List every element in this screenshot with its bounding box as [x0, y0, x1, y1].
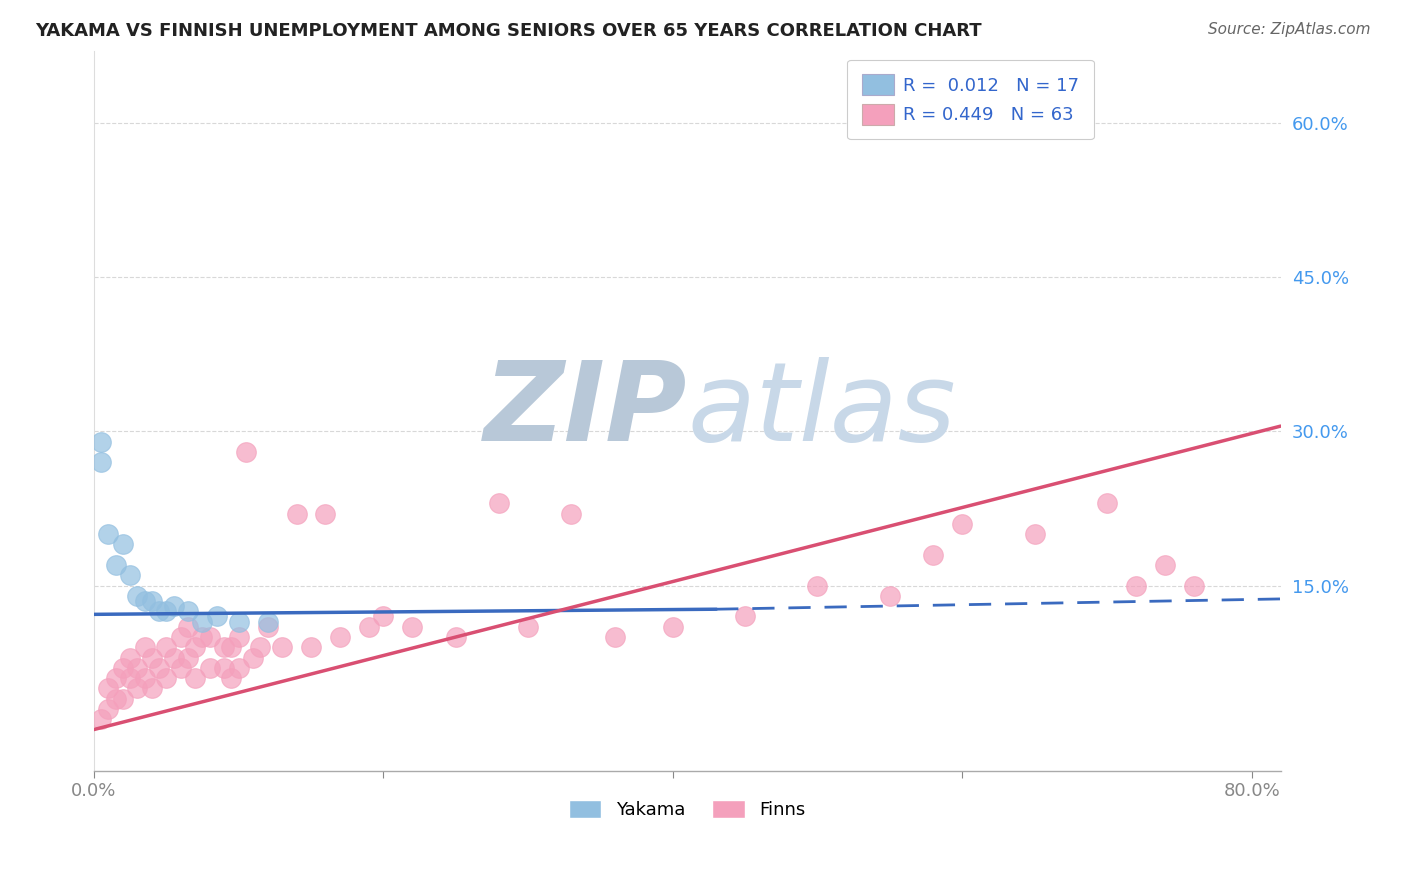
Point: [104, 558, 127, 572]
Point: [155, 640, 177, 655]
Point: [242, 650, 264, 665]
Text: atlas: atlas: [688, 357, 956, 464]
Point: [177, 620, 200, 634]
Point: [235, 445, 257, 459]
Point: [155, 604, 177, 618]
Point: [314, 507, 336, 521]
Point: [285, 507, 308, 521]
Point: [134, 594, 156, 608]
Point: [127, 589, 149, 603]
Point: [271, 640, 294, 655]
Point: [141, 594, 163, 608]
Point: [148, 604, 170, 618]
Point: [191, 630, 214, 644]
Point: [299, 640, 322, 655]
Point: [205, 609, 228, 624]
Point: [922, 548, 945, 562]
Point: [184, 671, 207, 685]
Point: [806, 578, 828, 592]
Point: [162, 599, 184, 614]
Point: [1182, 578, 1205, 592]
Point: [111, 691, 134, 706]
Point: [111, 661, 134, 675]
Point: [221, 671, 243, 685]
Text: YAKAMA VS FINNISH UNEMPLOYMENT AMONG SENIORS OVER 65 YEARS CORRELATION CHART: YAKAMA VS FINNISH UNEMPLOYMENT AMONG SEN…: [35, 22, 981, 40]
Point: [212, 661, 235, 675]
Point: [401, 620, 423, 634]
Point: [177, 604, 200, 618]
Point: [141, 650, 163, 665]
Point: [357, 620, 380, 634]
Point: [329, 630, 352, 644]
Point: [221, 640, 243, 655]
Point: [97, 681, 120, 696]
Point: [256, 615, 278, 629]
Point: [170, 630, 193, 644]
Point: [134, 671, 156, 685]
Point: [90, 455, 112, 469]
Point: [90, 712, 112, 726]
Point: [212, 640, 235, 655]
Point: [97, 527, 120, 541]
Point: [177, 650, 200, 665]
Point: [1095, 496, 1118, 510]
Point: [104, 671, 127, 685]
Point: [228, 661, 250, 675]
Point: [198, 661, 221, 675]
Point: [134, 640, 156, 655]
Point: [162, 650, 184, 665]
Point: [444, 630, 467, 644]
Point: [488, 496, 510, 510]
Point: [111, 537, 134, 551]
Point: [120, 568, 142, 582]
Point: [1024, 527, 1046, 541]
Point: [104, 691, 127, 706]
Point: [228, 630, 250, 644]
Point: [560, 507, 582, 521]
Point: [127, 661, 149, 675]
Point: [120, 671, 142, 685]
Point: [97, 702, 120, 716]
Point: [198, 630, 221, 644]
Point: [90, 434, 112, 449]
Point: [517, 620, 540, 634]
Point: [1153, 558, 1175, 572]
Point: [141, 681, 163, 696]
Point: [373, 609, 395, 624]
Point: [256, 620, 278, 634]
Point: [950, 516, 973, 531]
Point: [148, 661, 170, 675]
Text: ZIP: ZIP: [484, 357, 688, 464]
Point: [603, 630, 626, 644]
Text: Source: ZipAtlas.com: Source: ZipAtlas.com: [1208, 22, 1371, 37]
Point: [120, 650, 142, 665]
Point: [249, 640, 271, 655]
Point: [879, 589, 901, 603]
Point: [184, 640, 207, 655]
Point: [155, 671, 177, 685]
Point: [228, 615, 250, 629]
Point: [1125, 578, 1147, 592]
Point: [127, 681, 149, 696]
Legend: Yakama, Finns: Yakama, Finns: [562, 793, 813, 827]
Point: [734, 609, 756, 624]
Point: [170, 661, 193, 675]
Point: [994, 95, 1017, 109]
Point: [191, 615, 214, 629]
Point: [662, 620, 685, 634]
